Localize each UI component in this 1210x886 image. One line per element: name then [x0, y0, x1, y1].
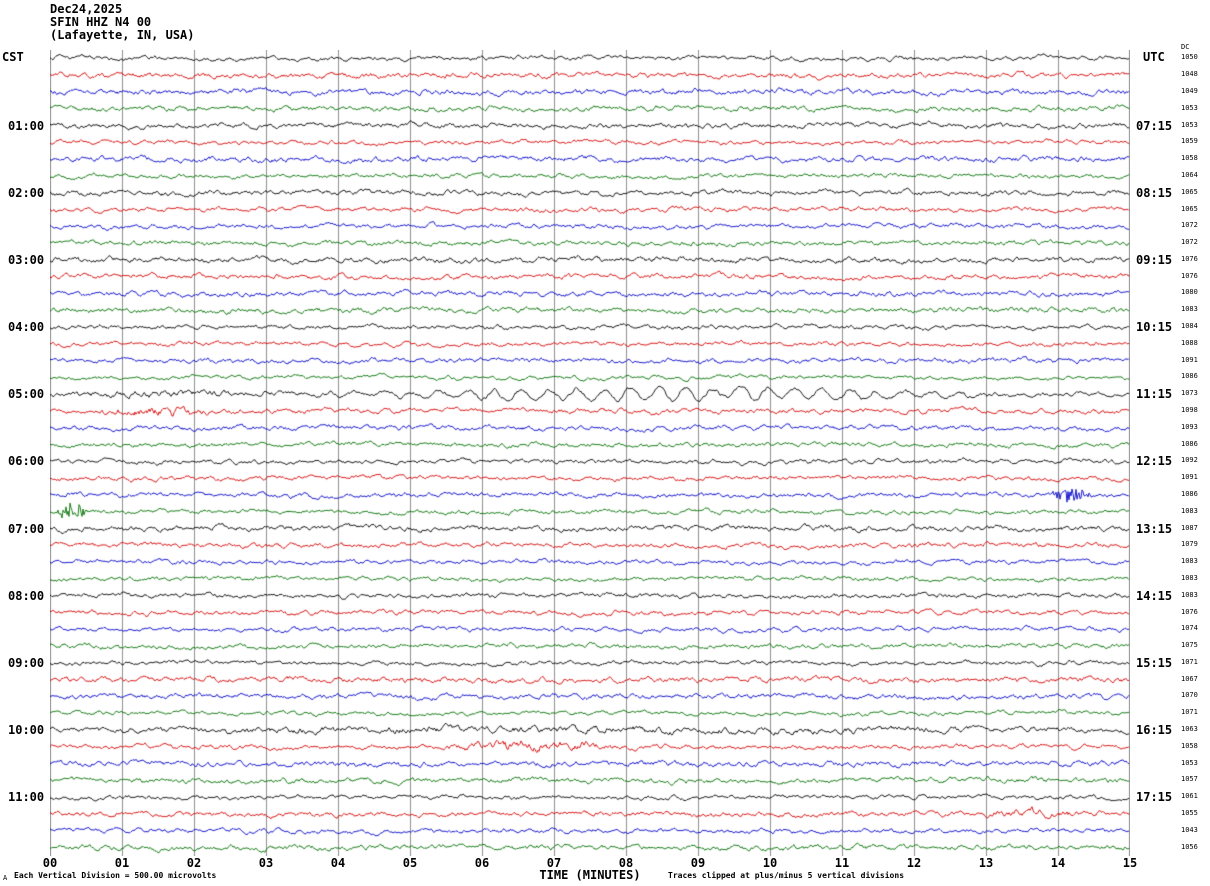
cst-hour-label: 07:00: [8, 521, 45, 536]
x-tick-label: 04: [330, 856, 346, 870]
cst-hour-label: 05:00: [8, 387, 45, 402]
header-station: SFIN HHZ N4 00: [50, 15, 152, 29]
dc-value: 1079: [1181, 540, 1198, 549]
dc-value: 1056: [1181, 842, 1198, 851]
x-tick-label: 12: [906, 856, 922, 870]
dc-value: 1058: [1181, 741, 1198, 750]
cst-hour-label: 04:00: [8, 320, 45, 335]
dc-value: 1053: [1181, 120, 1198, 129]
utc-hour-label: 15:15: [1136, 655, 1173, 670]
dc-value: 1050: [1181, 53, 1198, 62]
cst-hour-label: 11:00: [8, 790, 45, 805]
dc-value: 1053: [1181, 758, 1198, 767]
cst-hour-label: 08:00: [8, 588, 45, 603]
x-tick-label: 07: [546, 856, 562, 870]
scale-note: Each Vertical Division = 500.00 microvol…: [14, 871, 217, 880]
dc-column-header: DC: [1181, 43, 1190, 51]
dc-value: 1057: [1181, 775, 1198, 784]
x-tick-label: 00: [42, 856, 58, 870]
utc-hour-label: 07:15: [1136, 118, 1173, 133]
dc-value: 1055: [1181, 809, 1198, 818]
dc-value: 1065: [1181, 204, 1198, 213]
dc-value: 1083: [1181, 506, 1198, 515]
x-tick-label: 15: [1122, 856, 1138, 870]
seismogram-traces-canvas: [50, 50, 1130, 856]
dc-value: 1063: [1181, 725, 1198, 734]
cst-hour-label: 10:00: [8, 723, 45, 738]
dc-value: 1058: [1181, 154, 1198, 163]
dc-value: 1093: [1181, 422, 1198, 431]
dc-value: 1076: [1181, 607, 1198, 616]
dc-value: 1076: [1181, 271, 1198, 280]
dc-value: 1083: [1181, 305, 1198, 314]
x-tick-label: 10: [762, 856, 778, 870]
dc-value: 1072: [1181, 221, 1198, 230]
dc-value: 1071: [1181, 657, 1198, 666]
dc-value: 1091: [1181, 355, 1198, 364]
dc-value: 1074: [1181, 624, 1198, 633]
left-timezone-label: CST: [2, 50, 24, 64]
dc-value: 1088: [1181, 338, 1198, 347]
x-tick-label: 08: [618, 856, 634, 870]
dc-value: 1072: [1181, 238, 1198, 247]
dc-value: 1087: [1181, 523, 1198, 532]
dc-value: 1061: [1181, 792, 1198, 801]
dc-value: 1084: [1181, 322, 1198, 331]
right-timezone-label: UTC: [1143, 50, 1165, 64]
utc-hour-label: 11:15: [1136, 387, 1173, 402]
utc-hour-label: 12:15: [1136, 454, 1173, 469]
cst-hour-label: 03:00: [8, 252, 45, 267]
dc-value: 1075: [1181, 641, 1198, 650]
dc-value: 1086: [1181, 489, 1198, 498]
utc-hour-label: 08:15: [1136, 185, 1173, 200]
x-axis-title: TIME (MINUTES): [539, 868, 641, 882]
dc-value: 1065: [1181, 187, 1198, 196]
dc-value: 1049: [1181, 86, 1198, 95]
x-tick-label: 02: [186, 856, 202, 870]
dc-value: 1083: [1181, 573, 1198, 582]
clip-note: Traces clipped at plus/minus 5 vertical …: [668, 871, 905, 880]
corner-mark: A: [3, 874, 8, 882]
cst-hour-label: 01:00: [8, 118, 45, 133]
utc-hour-label: 10:15: [1136, 320, 1173, 335]
x-tick-label: 13: [978, 856, 994, 870]
dc-value: 1092: [1181, 456, 1198, 465]
cst-hour-label: 09:00: [8, 655, 45, 670]
dc-value: 1048: [1181, 70, 1198, 79]
utc-hour-label: 09:15: [1136, 252, 1173, 267]
dc-value: 1070: [1181, 691, 1198, 700]
x-tick-label: 09: [690, 856, 706, 870]
x-tick-label: 14: [1050, 856, 1066, 870]
dc-value: 1098: [1181, 406, 1198, 415]
dc-value: 1043: [1181, 825, 1198, 834]
dc-value: 1053: [1181, 103, 1198, 112]
dc-value: 1076: [1181, 254, 1198, 263]
utc-hour-label: 14:15: [1136, 588, 1173, 603]
dc-value: 1083: [1181, 590, 1198, 599]
dc-value: 1083: [1181, 557, 1198, 566]
dc-value: 1086: [1181, 439, 1198, 448]
dc-value: 1091: [1181, 473, 1198, 482]
x-tick-label: 05: [402, 856, 418, 870]
dc-value: 1071: [1181, 708, 1198, 717]
x-tick-label: 01: [114, 856, 130, 870]
dc-value: 1064: [1181, 170, 1198, 179]
dc-value: 1086: [1181, 372, 1198, 381]
cst-hour-label: 02:00: [8, 185, 45, 200]
x-tick-label: 11: [834, 856, 850, 870]
dc-value: 1067: [1181, 674, 1198, 683]
header-date: Dec24,2025: [50, 2, 123, 16]
x-tick-label: 03: [258, 856, 274, 870]
dc-value: 1080: [1181, 288, 1198, 297]
utc-hour-label: 17:15: [1136, 790, 1173, 805]
cst-hour-label: 06:00: [8, 454, 45, 469]
utc-hour-label: 16:15: [1136, 723, 1173, 738]
header-location: (Lafayette, IN, USA): [50, 28, 195, 42]
dc-value: 1073: [1181, 389, 1198, 398]
utc-hour-label: 13:15: [1136, 521, 1173, 536]
x-tick-label: 06: [474, 856, 490, 870]
dc-value: 1059: [1181, 137, 1198, 146]
